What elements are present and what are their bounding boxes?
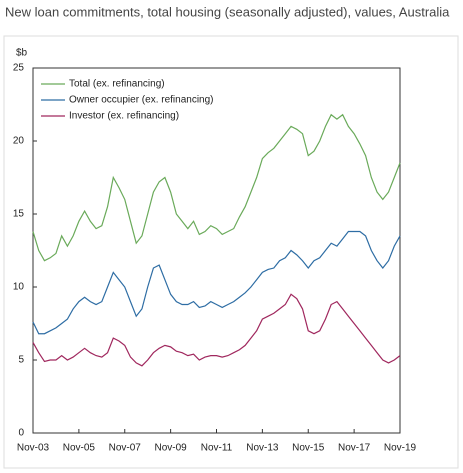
y-tick-label: 10 (13, 282, 25, 293)
y-tick-label: 5 (18, 355, 24, 366)
x-tick-label: Nov-07 (109, 443, 142, 454)
x-tick-label: Nov-13 (246, 443, 279, 454)
plot-frame (32, 67, 401, 434)
y-tick-label: 0 (18, 428, 24, 439)
y-tick-label: 20 (13, 136, 25, 147)
series-line (32, 230, 401, 335)
x-tick-label: Nov-17 (338, 443, 371, 454)
x-tick-label: Nov-19 (384, 443, 417, 454)
chart-title: New loan commitments, total housing (sea… (5, 4, 450, 19)
x-tick-label: Nov-09 (155, 443, 188, 454)
y-tick-label: 25 (13, 63, 25, 74)
x-tick-label: Nov-05 (63, 443, 96, 454)
legend-label: Investor (ex. refinancing) (69, 111, 179, 122)
series-line (32, 113, 401, 262)
chart-border (3, 35, 459, 469)
y-axis-label: $b (16, 48, 28, 59)
y-tick-label: 15 (13, 209, 25, 220)
x-tick-label: Nov-11 (201, 443, 233, 454)
x-tick-label: Nov-15 (292, 443, 325, 454)
x-tick-label: Nov-03 (17, 443, 50, 454)
legend-label: Owner occupier (ex. refinancing) (69, 95, 214, 106)
legend-label: Total (ex. refinancing) (69, 79, 165, 90)
series-line (32, 293, 401, 367)
